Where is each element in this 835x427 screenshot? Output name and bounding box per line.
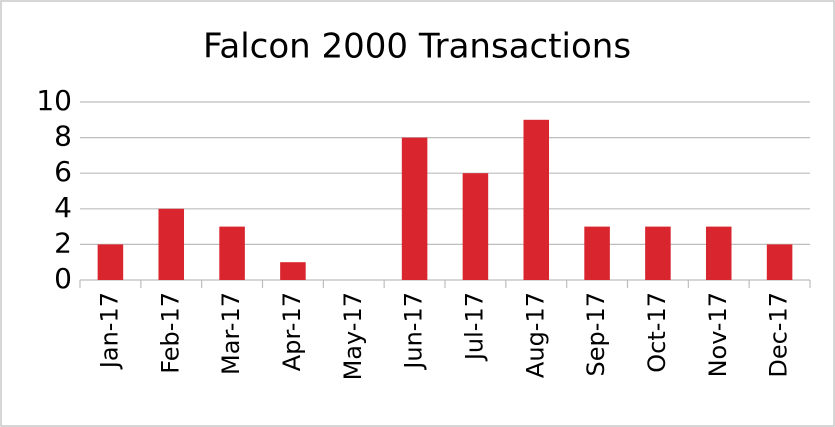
- x-tick-label: Feb-17: [156, 292, 184, 374]
- bar: [462, 173, 489, 280]
- y-tick-label: 4: [54, 191, 72, 224]
- y-tick-label: 10: [36, 84, 72, 117]
- x-tick-label: Jun-17: [400, 292, 428, 371]
- x-tick-label: Apr-17: [278, 292, 306, 371]
- x-tick-label: Nov-17: [704, 292, 732, 377]
- x-tick-label: Aug-17: [521, 292, 549, 378]
- bar: [158, 208, 185, 280]
- x-tick-label: Dec-17: [765, 292, 793, 378]
- x-tick-label: Sep-17: [582, 292, 610, 376]
- bar: [219, 226, 245, 280]
- bar: [645, 226, 671, 280]
- chart-title: Falcon 2000 Transactions: [203, 27, 631, 67]
- bar: [401, 137, 428, 280]
- x-tick-label: Jul-17: [460, 292, 488, 362]
- y-tick-label: 8: [54, 120, 72, 153]
- bar: [705, 226, 732, 280]
- bar: [97, 244, 124, 280]
- x-tick-label: May-17: [339, 292, 367, 380]
- bar: [280, 262, 306, 280]
- bar: [584, 226, 610, 280]
- bar: [766, 244, 793, 280]
- x-tick-label: Oct-17: [643, 292, 671, 373]
- y-tick-label: 2: [54, 226, 72, 259]
- y-tick-label: 6: [54, 155, 72, 188]
- bar: [523, 119, 550, 280]
- x-tick-label: Jan-17: [95, 292, 123, 370]
- y-tick-label: 0: [54, 262, 72, 295]
- x-tick-label: Mar-17: [217, 292, 245, 375]
